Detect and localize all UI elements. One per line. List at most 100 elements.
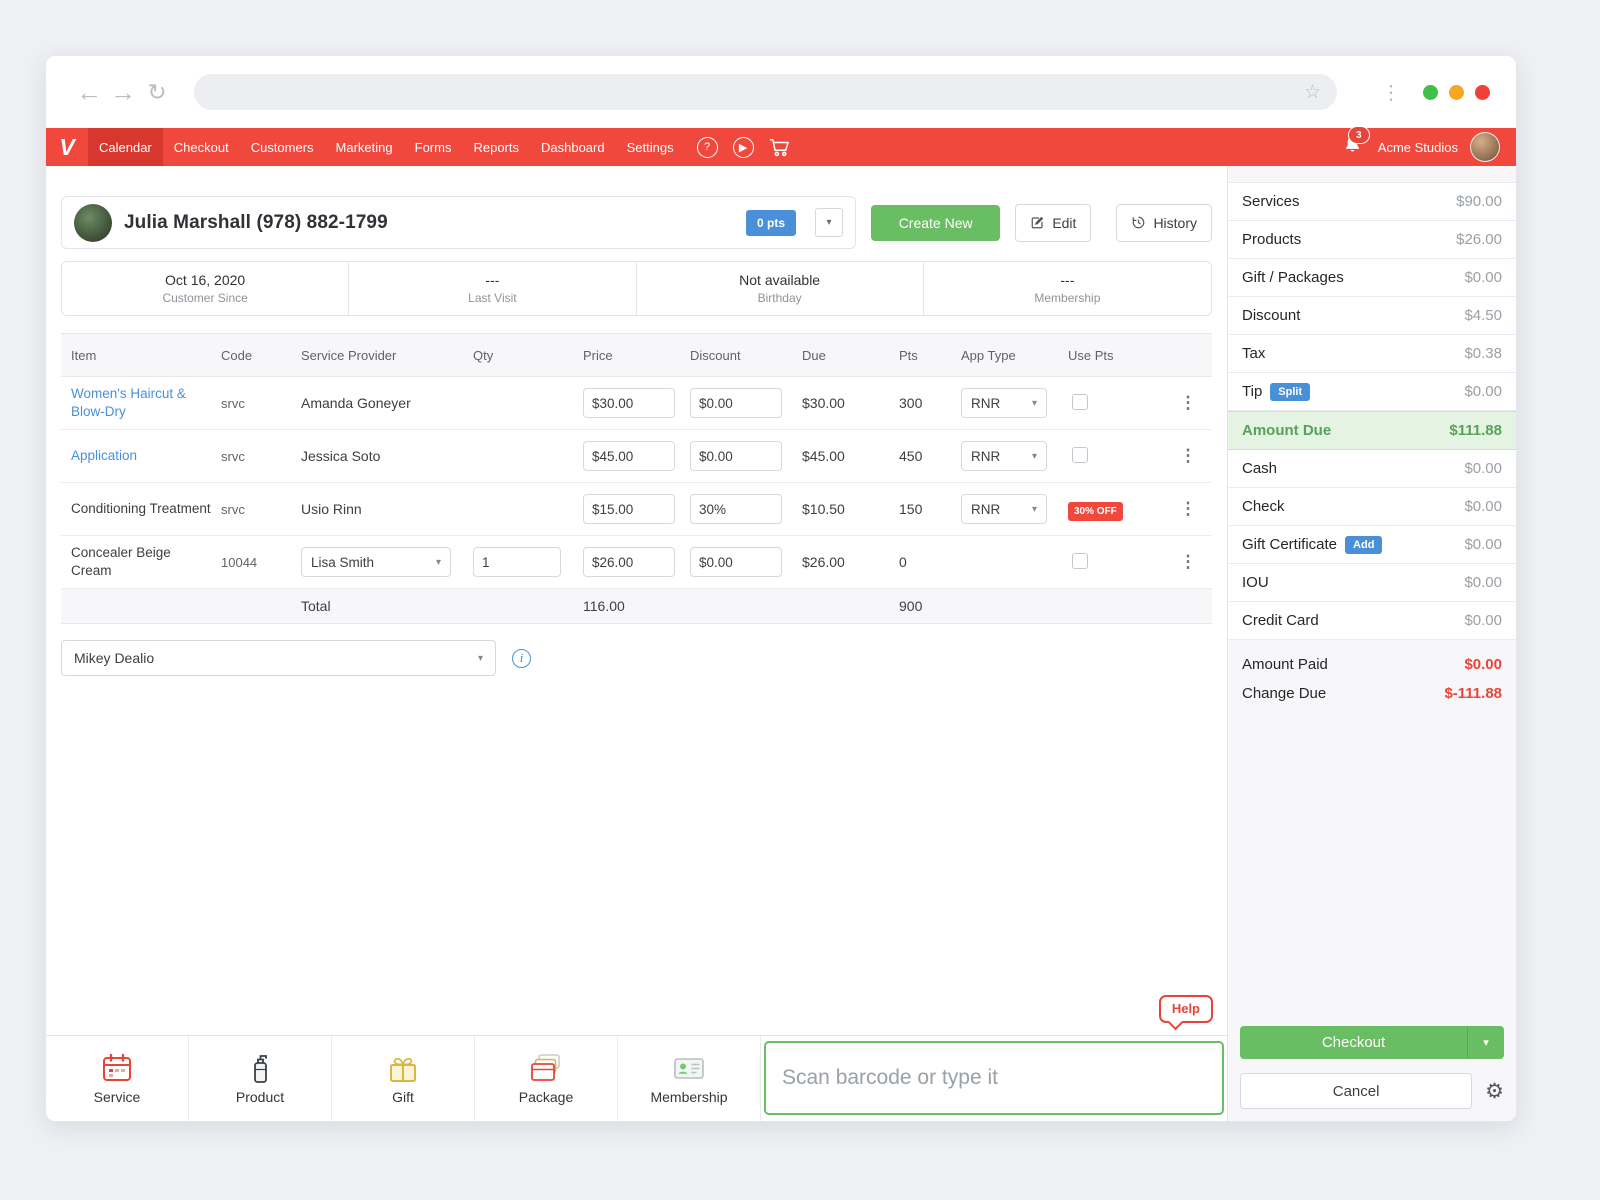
add-gift-button[interactable]: Gift [332, 1036, 475, 1121]
create-new-button[interactable]: Create New [871, 204, 1001, 241]
customer-avatar[interactable] [74, 203, 112, 242]
nav-item-checkout[interactable]: Checkout [173, 139, 229, 155]
row-menu-icon[interactable]: ⋮ [1179, 446, 1197, 465]
add-membership-button[interactable]: Membership [618, 1036, 761, 1121]
due-amount: $45.00 [802, 448, 845, 464]
summary-row-services: Services $90.00 [1228, 183, 1516, 221]
item-name: Concealer Beige Cream [71, 544, 171, 578]
item-code: srvc [221, 448, 245, 464]
customer-name: Julia Marshall (978) 882-1799 [124, 211, 388, 233]
table-row: Concealer Beige Cream 10044 Lisa Smith ▾ … [61, 536, 1212, 589]
notification-count-badge: 3 [1347, 126, 1370, 144]
split-tip-button[interactable]: Split [1270, 382, 1311, 401]
employee-select[interactable]: Mikey Dealio ▾ [61, 640, 496, 676]
total-amount: 116.00 [583, 598, 625, 614]
cart-icon[interactable] [769, 138, 791, 157]
back-button[interactable]: ← [76, 77, 102, 107]
summary-row-tax: Tax $0.38 [1228, 335, 1516, 373]
window-control-yellow[interactable] [1449, 84, 1464, 100]
membership-card-icon [671, 1052, 707, 1084]
add-package-button[interactable]: Package [475, 1036, 618, 1121]
reload-button[interactable]: ↻ [147, 78, 167, 105]
nav-item-dashboard[interactable]: Dashboard [541, 139, 605, 155]
discount-applied-badge: 30% OFF [1068, 502, 1123, 521]
row-menu-icon[interactable]: ⋮ [1179, 552, 1197, 571]
browser-window: ← → ↻ ☆ ⋮ V Calendar Checkout Customers … [45, 55, 1517, 1122]
forward-button[interactable]: → [110, 77, 136, 107]
history-button[interactable]: History [1116, 203, 1212, 242]
discount-input[interactable] [690, 441, 782, 471]
app-type-select[interactable]: RNR ▾ [961, 494, 1047, 524]
summary-row-amount-due: Amount Due $111.88 [1228, 411, 1516, 450]
item-code: srvc [221, 395, 245, 411]
service-provider-select[interactable]: Lisa Smith ▾ [301, 547, 451, 577]
app-type-select[interactable]: RNR ▾ [961, 388, 1047, 418]
price-input[interactable] [583, 441, 675, 471]
bookmark-star-icon[interactable]: ☆ [1303, 82, 1321, 103]
use-pts-checkbox[interactable] [1072, 552, 1088, 569]
help-icon[interactable]: ? [696, 136, 718, 158]
browser-menu-icon[interactable]: ⋮ [1381, 81, 1401, 104]
checkout-button[interactable]: Checkout ▾ [1240, 1026, 1504, 1059]
gear-icon[interactable]: ⚙ [1485, 1079, 1504, 1103]
use-pts-checkbox[interactable] [1072, 393, 1088, 410]
window-controls [1423, 84, 1490, 100]
item-name-link[interactable]: Women's Haircut & Blow-Dry [71, 385, 186, 419]
summary-row-gift-certificate[interactable]: Gift Certificate Add $0.00 [1228, 526, 1516, 564]
row-menu-icon[interactable]: ⋮ [1179, 499, 1197, 518]
nav-item-reports[interactable]: Reports [473, 139, 519, 155]
scan-barcode-input[interactable] [764, 1041, 1224, 1115]
nav-item-settings[interactable]: Settings [626, 139, 674, 155]
info-icon[interactable]: i [512, 648, 531, 668]
amount-paid-row: Amount Paid $0.00 [1242, 656, 1502, 673]
discount-input[interactable] [690, 494, 782, 524]
summary-row-cash[interactable]: Cash $0.00 [1228, 450, 1516, 488]
edit-pencil-icon [1030, 215, 1045, 230]
summary-row-check[interactable]: Check $0.00 [1228, 488, 1516, 526]
user-avatar[interactable] [1470, 132, 1500, 162]
cancel-button[interactable]: Cancel [1240, 1073, 1473, 1109]
play-tutorial-icon[interactable]: ▶ [732, 136, 754, 158]
row-menu-icon[interactable]: ⋮ [1179, 393, 1197, 412]
item-name-link[interactable]: Application [71, 447, 138, 463]
due-amount: $26.00 [802, 554, 845, 570]
use-pts-checkbox[interactable] [1072, 446, 1088, 463]
checkout-content: Julia Marshall (978) 882-1799 0 pts ▾ Cr… [46, 166, 1227, 1121]
help-button[interactable]: Help [1158, 995, 1213, 1023]
window-control-red[interactable] [1475, 84, 1490, 100]
discount-input[interactable] [690, 547, 782, 577]
vagaro-logo[interactable]: V [59, 133, 75, 160]
points-badge[interactable]: 0 pts [745, 209, 796, 236]
due-amount: $10.50 [802, 501, 845, 517]
summary-totals: Amount Paid $0.00 Change Due $-111.88 [1228, 640, 1516, 708]
edit-button[interactable]: Edit [1015, 203, 1092, 242]
price-input[interactable] [583, 388, 675, 418]
price-input[interactable] [583, 494, 675, 524]
window-control-green[interactable] [1423, 84, 1438, 100]
summary-row-credit-card[interactable]: Credit Card $0.00 [1228, 602, 1516, 640]
account-name[interactable]: Acme Studios [1377, 139, 1458, 155]
notifications-bell-icon[interactable]: 3 [1343, 126, 1370, 160]
nav-item-customers[interactable]: Customers [250, 139, 314, 155]
nav-item-calendar[interactable]: Calendar [88, 128, 163, 166]
price-input[interactable] [583, 547, 675, 577]
add-product-button[interactable]: Product [189, 1036, 332, 1121]
checkout-options-caret[interactable]: ▾ [1467, 1026, 1504, 1059]
qty-input[interactable] [473, 547, 561, 577]
total-label: Total [301, 598, 331, 614]
employee-select-value: Mikey Dealio [74, 650, 155, 666]
add-service-button[interactable]: Service [46, 1036, 189, 1121]
calendar-icon [100, 1052, 134, 1084]
nav-item-forms[interactable]: Forms [414, 139, 452, 155]
discount-input[interactable] [690, 388, 782, 418]
points-dropdown-button[interactable]: ▾ [815, 208, 843, 237]
pts-value: 0 [899, 554, 907, 570]
url-bar[interactable]: ☆ [194, 74, 1337, 110]
pts-value: 150 [899, 501, 923, 517]
nav-item-marketing[interactable]: Marketing [335, 139, 393, 155]
summary-row-iou[interactable]: IOU $0.00 [1228, 564, 1516, 602]
summary-row-products: Products $26.00 [1228, 221, 1516, 259]
add-gift-certificate-button[interactable]: Add [1345, 535, 1383, 554]
pts-value: 450 [899, 448, 923, 464]
app-type-select[interactable]: RNR ▾ [961, 441, 1047, 471]
